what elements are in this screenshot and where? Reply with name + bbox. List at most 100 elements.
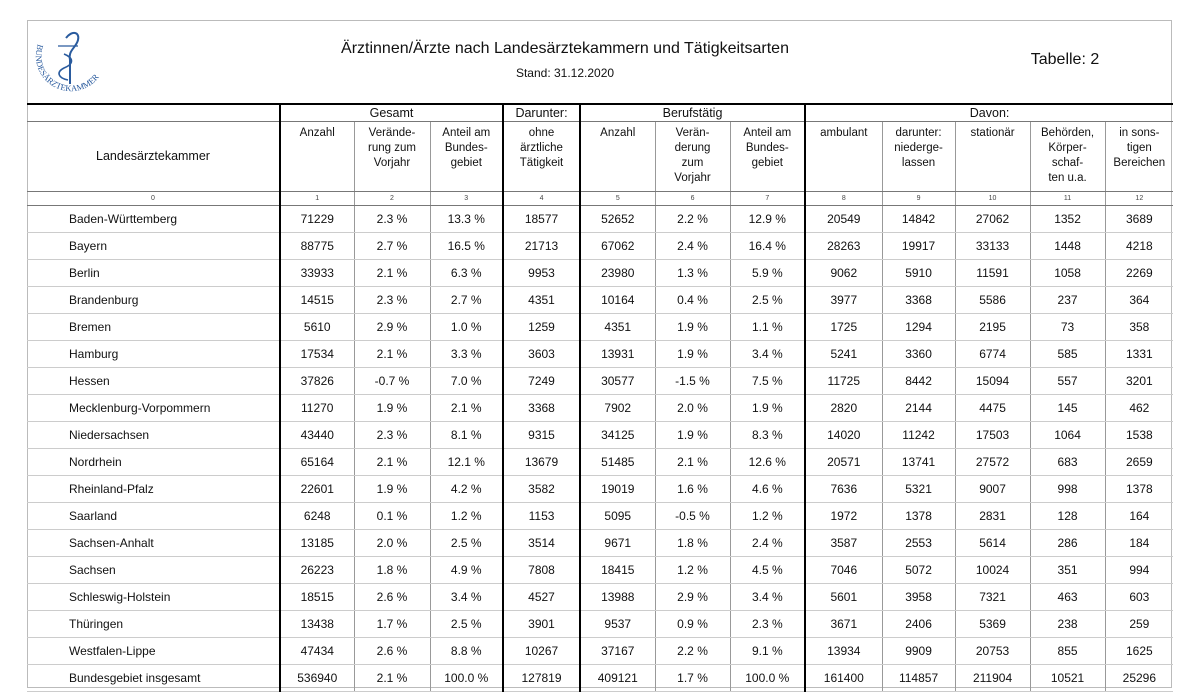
row-label: Thüringen <box>27 610 280 638</box>
data-cell: 2553 <box>881 529 956 557</box>
data-cell: 351 <box>1029 556 1106 584</box>
data-cell: 2.1 % <box>429 394 504 422</box>
data-cell: 5072 <box>881 556 956 584</box>
data-cell: 2269 <box>1104 259 1174 287</box>
data-cell: 2406 <box>881 610 956 638</box>
data-cell: 1259 <box>502 313 581 341</box>
column-header: Landesärztekammer <box>27 121 280 192</box>
data-cell: 114857 <box>881 664 956 692</box>
data-cell: 4351 <box>502 286 581 314</box>
data-cell: 855 <box>1029 637 1106 665</box>
column-header: Anzahl <box>579 121 656 192</box>
data-cell: 2.3 % <box>729 610 806 638</box>
data-cell: 9.1 % <box>729 637 806 665</box>
data-cell: 12.1 % <box>429 448 504 476</box>
data-cell: 7636 <box>804 475 883 503</box>
data-cell: 5614 <box>954 529 1031 557</box>
data-cell: 1058 <box>1029 259 1106 287</box>
data-cell: 127819 <box>502 664 581 692</box>
data-cell: 2.5 % <box>429 529 504 557</box>
data-cell: 18577 <box>502 205 581 233</box>
data-cell: 27572 <box>954 448 1031 476</box>
data-cell: 2820 <box>804 394 883 422</box>
data-cell: 2.1 % <box>353 259 430 287</box>
data-cell: 1448 <box>1029 232 1106 260</box>
data-cell: 16.4 % <box>729 232 806 260</box>
data-cell: 43440 <box>279 421 354 449</box>
data-cell: 4.2 % <box>429 475 504 503</box>
data-cell: 100.0 % <box>729 664 806 692</box>
data-cell: 5586 <box>954 286 1031 314</box>
data-cell: 557 <box>1029 367 1106 395</box>
data-cell: 1625 <box>1104 637 1174 665</box>
data-cell: 20549 <box>804 205 883 233</box>
data-cell: 4527 <box>502 583 581 611</box>
data-cell: 37167 <box>579 637 656 665</box>
row-label: Bundesgebiet insgesamt <box>27 664 280 692</box>
data-cell: 28263 <box>804 232 883 260</box>
data-cell: 88775 <box>279 232 354 260</box>
data-cell: 19917 <box>881 232 956 260</box>
data-cell: 3360 <box>881 340 956 368</box>
data-cell: 1352 <box>1029 205 1106 233</box>
data-cell: 16.5 % <box>429 232 504 260</box>
data-cell: 5610 <box>279 313 354 341</box>
data-cell: 13741 <box>881 448 956 476</box>
data-cell: 1972 <box>804 502 883 530</box>
data-cell: 1378 <box>881 502 956 530</box>
column-number: 3 <box>429 191 504 206</box>
data-cell: 4475 <box>954 394 1031 422</box>
data-cell: 18515 <box>279 583 354 611</box>
data-cell: 3368 <box>502 394 581 422</box>
data-cell: 2.2 % <box>654 205 731 233</box>
row-label: Nordrhein <box>27 448 280 476</box>
data-cell: 2831 <box>954 502 1031 530</box>
data-cell: 1331 <box>1104 340 1174 368</box>
data-cell: 585 <box>1029 340 1106 368</box>
data-cell: 14515 <box>279 286 354 314</box>
data-cell: 52652 <box>579 205 656 233</box>
data-cell: 37826 <box>279 367 354 395</box>
data-cell: 5601 <box>804 583 883 611</box>
data-cell: 2.3 % <box>353 286 430 314</box>
data-cell: 0.9 % <box>654 610 731 638</box>
table-label: Tabelle: 2 <box>1030 51 1100 68</box>
data-cell: 2659 <box>1104 448 1174 476</box>
data-cell: 13931 <box>579 340 656 368</box>
row-label: Bremen <box>27 313 280 341</box>
data-row: Bundesgebiet insgesamt 536940 2.1 % 100.0 %… <box>27 664 1174 692</box>
data-cell: 3.4 % <box>729 583 806 611</box>
column-header: in sons- tigen Bereichen <box>1104 121 1174 192</box>
data-cell: 364 <box>1104 286 1174 314</box>
data-cell: 7808 <box>502 556 581 584</box>
data-cell: 100.0 % <box>429 664 504 692</box>
column-header: stationär <box>954 121 1031 192</box>
row-label: Bayern <box>27 232 280 260</box>
data-cell: 0.1 % <box>353 502 430 530</box>
data-cell: 13185 <box>279 529 354 557</box>
data-cell: 2.7 % <box>429 286 504 314</box>
data-cell: 2.9 % <box>654 583 731 611</box>
data-cell: 5095 <box>579 502 656 530</box>
data-cell: 2.1 % <box>654 448 731 476</box>
data-cell: 13.3 % <box>429 205 504 233</box>
data-row: Bayern 88775 2.7 % 16.5 % 21713 67062 2.4 % 16.… <box>27 232 1174 260</box>
data-cell: 9953 <box>502 259 581 287</box>
data-cell: 17534 <box>279 340 354 368</box>
column-number: 0 <box>27 191 280 206</box>
group-header-cell: Gesamt <box>278 103 504 122</box>
data-row: Berlin 33933 2.1 % 6.3 % 9953 23980 1.3 % 5.9 %… <box>27 259 1174 287</box>
data-row: Nordrhein 65164 2.1 % 12.1 % 13679 51485 2.1 %… <box>27 448 1174 476</box>
data-cell: 1.1 % <box>729 313 806 341</box>
data-cell: 1.2 % <box>729 502 806 530</box>
data-cell: 12.9 % <box>729 205 806 233</box>
column-header: ambulant <box>804 121 883 192</box>
data-row: Saarland 6248 0.1 % 1.2 % 1153 5095 -0.5 % 1.2 … <box>27 502 1174 530</box>
data-cell: 2144 <box>881 394 956 422</box>
data-cell: 1.3 % <box>654 259 731 287</box>
data-cell: 358 <box>1104 313 1174 341</box>
data-cell: 2.6 % <box>353 583 430 611</box>
data-cell: 994 <box>1104 556 1174 584</box>
group-header-cell: Darunter: <box>502 103 581 122</box>
row-label: Rheinland-Pfalz <box>27 475 280 503</box>
